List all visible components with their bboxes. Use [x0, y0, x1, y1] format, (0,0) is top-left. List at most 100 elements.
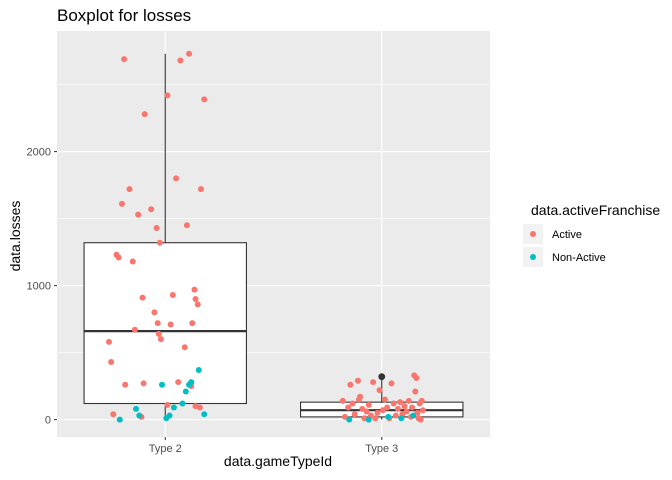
data-point [121, 56, 128, 63]
data-point [182, 388, 189, 395]
data-point [108, 358, 115, 365]
data-point [347, 381, 354, 388]
data-point [192, 295, 199, 302]
data-point [419, 407, 426, 414]
y-tick-label: 1000 [27, 281, 51, 293]
data-point [196, 404, 203, 411]
data-point [201, 411, 208, 418]
data-point [191, 286, 198, 293]
data-point [345, 404, 352, 411]
data-point [405, 397, 412, 404]
data-point [370, 379, 377, 386]
data-point [341, 413, 348, 420]
data-point [177, 57, 184, 64]
data-point [116, 416, 123, 423]
data-point [155, 330, 162, 337]
data-point [105, 338, 112, 345]
data-point [110, 411, 117, 418]
data-point [164, 92, 171, 99]
data-point [346, 416, 353, 423]
data-point [188, 379, 195, 386]
data-point [131, 326, 138, 333]
data-point [365, 416, 372, 423]
data-point [153, 224, 160, 231]
data-point [183, 222, 190, 229]
data-point [159, 381, 166, 388]
data-point [409, 404, 416, 411]
legend-entry: Non-Active [523, 247, 606, 267]
x-tick-label: Type 2 [149, 443, 182, 455]
data-point [376, 387, 383, 394]
data-point [126, 186, 133, 193]
data-point [156, 239, 163, 246]
data-point [349, 400, 356, 407]
data-point [122, 381, 129, 388]
data-point [118, 200, 125, 207]
data-point [139, 294, 146, 301]
data-point [189, 320, 196, 327]
y-axis-title: data.losses [7, 201, 23, 272]
data-point [195, 367, 202, 374]
data-point [397, 399, 404, 406]
data-point [379, 407, 386, 414]
x-axis: Type 2 Type 3 [149, 437, 398, 455]
data-point [351, 411, 358, 418]
data-point [381, 396, 388, 403]
data-point [170, 404, 177, 411]
legend-key-marker [530, 254, 536, 260]
data-point [115, 254, 122, 261]
box-type-2 [83, 53, 247, 420]
legend-key-marker [530, 231, 536, 237]
data-point [403, 408, 410, 415]
legend: data.activeFranchise Active Non-Active [523, 202, 660, 267]
data-point [401, 403, 408, 410]
data-point [365, 401, 372, 408]
data-point [173, 175, 180, 182]
data-point [363, 408, 370, 415]
legend-label: Active [552, 229, 582, 241]
data-point [167, 321, 174, 328]
data-point [141, 111, 148, 118]
data-point [179, 400, 186, 407]
point-layer [105, 50, 426, 423]
x-tick-label: Type 3 [365, 443, 398, 455]
data-point [133, 405, 140, 412]
data-point [417, 416, 424, 423]
data-point [164, 401, 171, 408]
data-point [169, 291, 176, 298]
data-point [354, 377, 361, 384]
data-point [175, 379, 182, 386]
chart-title: Boxplot for losses [57, 6, 191, 25]
data-point [414, 409, 421, 416]
data-point [135, 211, 142, 218]
data-point [151, 309, 158, 316]
legend-title: data.activeFranchise [531, 202, 660, 218]
data-point [388, 380, 395, 387]
data-point [166, 412, 173, 419]
data-point [197, 186, 204, 193]
data-point [418, 397, 425, 404]
data-point [394, 405, 401, 412]
x-axis-title: data.gameTypeId [224, 453, 332, 469]
data-point [148, 206, 155, 213]
data-point [390, 400, 397, 407]
data-point [385, 413, 392, 420]
data-point [392, 412, 399, 419]
data-point [201, 96, 208, 103]
data-point [129, 258, 136, 265]
data-point [140, 380, 147, 387]
data-point [357, 393, 364, 400]
data-point [339, 397, 346, 404]
data-point [410, 412, 417, 419]
box-outlier [378, 373, 386, 381]
data-point [413, 375, 420, 382]
data-point [154, 320, 161, 327]
data-point [384, 404, 391, 411]
data-point [359, 405, 366, 412]
data-point [372, 415, 379, 422]
y-tick-label: 2000 [27, 147, 51, 159]
data-point [398, 415, 405, 422]
legend-entry: Active [523, 224, 582, 244]
legend-label: Non-Active [552, 252, 606, 264]
